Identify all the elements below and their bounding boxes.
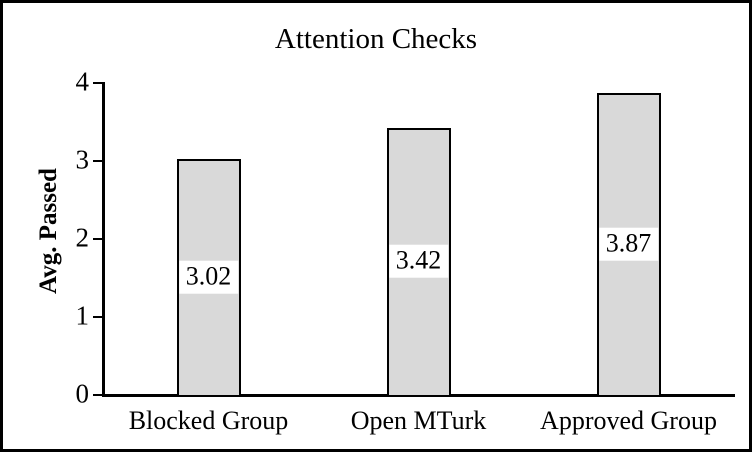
y-tick-mark — [93, 82, 102, 84]
bar-value-label: 3.42 — [388, 244, 449, 278]
y-tick-mark — [93, 316, 102, 318]
x-category-label: Open MTurk — [350, 406, 487, 435]
bar-value-label: 3.87 — [598, 227, 659, 261]
y-tick-label: 1 — [75, 300, 90, 331]
chart-title: Attention Checks — [274, 23, 478, 55]
y-tick-label: 0 — [75, 378, 90, 409]
y-tick-mark — [93, 394, 102, 396]
bar-value-label: 3.02 — [178, 260, 239, 294]
x-category-label: Approved Group — [540, 406, 717, 435]
y-tick-label: 3 — [75, 144, 90, 175]
y-tick-label: 2 — [75, 222, 90, 253]
y-tick-mark — [93, 160, 102, 162]
y-tick-label: 4 — [75, 66, 90, 97]
y-tick-mark — [93, 238, 102, 240]
x-category-label: Blocked Group — [128, 406, 289, 435]
y-axis-line — [102, 82, 105, 397]
